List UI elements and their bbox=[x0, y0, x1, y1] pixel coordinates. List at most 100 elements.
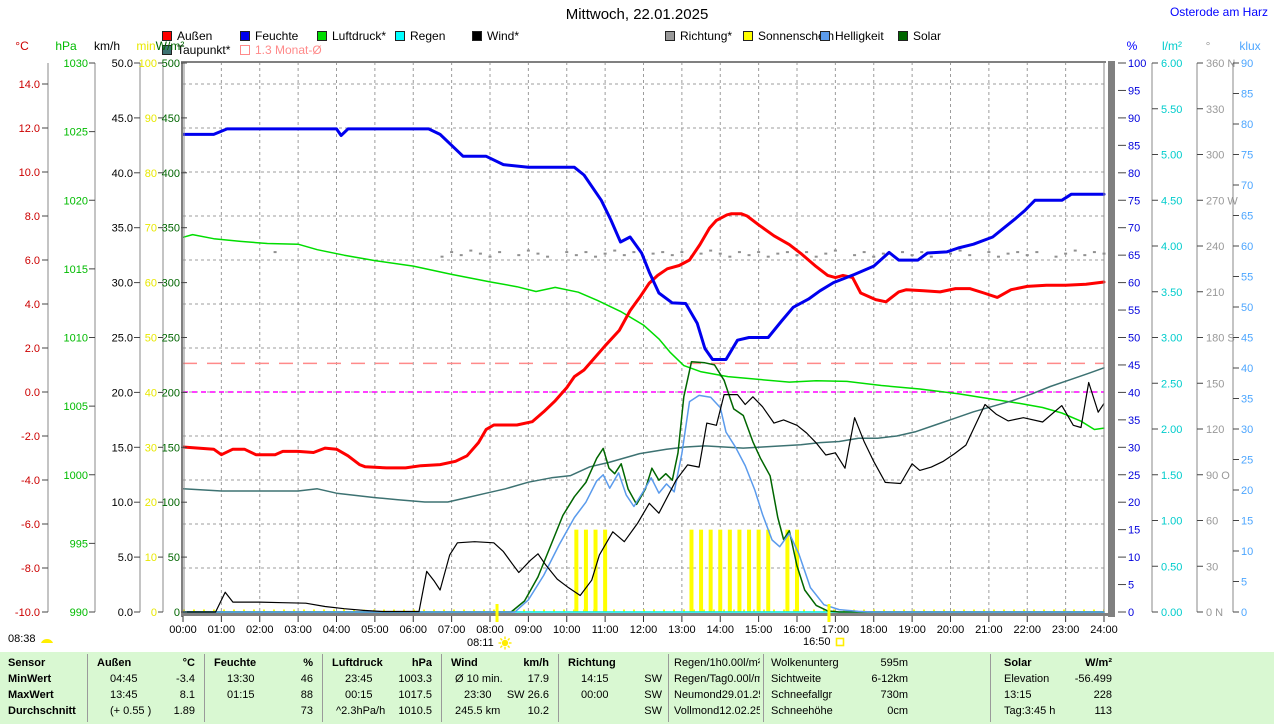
svg-text:10.0: 10.0 bbox=[112, 497, 133, 509]
series-solar bbox=[182, 360, 1105, 613]
table-row: 23:30 SW 26.6 bbox=[451, 689, 549, 705]
svg-text:180 S: 180 S bbox=[1206, 333, 1235, 345]
svg-text:1010: 1010 bbox=[64, 333, 88, 345]
table-cell-label: Tag:3:45 h bbox=[1004, 705, 1056, 717]
table-row: 13:45 8.1 bbox=[97, 689, 195, 705]
svg-text:10: 10 bbox=[145, 552, 157, 564]
legend-swatch-icon bbox=[240, 45, 250, 55]
table-cell-label: 00:00 bbox=[581, 689, 609, 701]
table-cell-value: -56.499 bbox=[1074, 673, 1112, 685]
table-cell-label: Luftdruck bbox=[332, 657, 383, 669]
svg-text:100: 100 bbox=[139, 58, 157, 70]
table-column: Außen °C 04:45 -3.4 13:45 8.1 (+ 0.55 ) 1.89 bbox=[87, 652, 204, 724]
table-separator bbox=[322, 654, 323, 722]
table-row: 00:00 SW bbox=[568, 689, 662, 705]
svg-text:-4.0: -4.0 bbox=[21, 475, 40, 487]
table-cell-label: Regen/Tag bbox=[674, 673, 728, 685]
svg-text:1030: 1030 bbox=[64, 58, 88, 70]
series-richtung bbox=[273, 249, 1106, 258]
svg-text:50: 50 bbox=[1241, 302, 1253, 314]
table-row: 13:15 228 bbox=[1004, 689, 1112, 705]
table-separator bbox=[87, 654, 88, 722]
svg-text:360 N: 360 N bbox=[1206, 58, 1235, 70]
svg-text:40.0: 40.0 bbox=[112, 168, 133, 180]
svg-text:270 W: 270 W bbox=[1206, 195, 1238, 207]
svg-text:25: 25 bbox=[1128, 470, 1140, 482]
svg-text:80: 80 bbox=[1241, 119, 1253, 131]
svg-text:03:00: 03:00 bbox=[284, 624, 312, 636]
svg-text:45: 45 bbox=[1128, 360, 1140, 372]
legend-item-label: Taupunkt* bbox=[177, 43, 231, 57]
series-aussen bbox=[181, 212, 1106, 470]
table-cell-label: 14:15 bbox=[581, 673, 609, 685]
table-separator bbox=[763, 654, 764, 722]
svg-text:990: 990 bbox=[70, 607, 88, 619]
svg-text:50.0: 50.0 bbox=[112, 58, 133, 70]
table-cell-value: 228 bbox=[1093, 689, 1112, 701]
table-cell-value: 29.01.25 bbox=[721, 689, 760, 701]
legend-swatch-icon bbox=[743, 31, 753, 41]
svg-text:100: 100 bbox=[162, 497, 180, 509]
svg-text:1020: 1020 bbox=[64, 195, 88, 207]
svg-text:25: 25 bbox=[1241, 455, 1253, 467]
table-row: Sichtweite 6-12km bbox=[771, 673, 908, 689]
svg-text:30: 30 bbox=[1241, 424, 1253, 436]
sun-markers bbox=[495, 604, 831, 622]
table-cell-label: (+ 0.55 ) bbox=[110, 705, 152, 717]
svg-text:35.0: 35.0 bbox=[112, 223, 133, 235]
svg-text:40: 40 bbox=[1128, 387, 1140, 399]
svg-text:05:00: 05:00 bbox=[361, 624, 389, 636]
svg-text:1000: 1000 bbox=[64, 470, 88, 482]
table-cell-label: Durchschnitt bbox=[8, 705, 76, 717]
table-cell-label: 13:45 bbox=[110, 689, 138, 701]
legend-item: 1.3 Monat-Ø bbox=[240, 43, 322, 57]
svg-text:85: 85 bbox=[1241, 89, 1253, 101]
table-row: Ø 10 min. 17.9 bbox=[451, 673, 549, 689]
svg-text:45.0: 45.0 bbox=[112, 113, 133, 125]
svg-text:1025: 1025 bbox=[64, 127, 88, 139]
svg-text:3.00: 3.00 bbox=[1161, 333, 1182, 345]
svg-text:75: 75 bbox=[1241, 150, 1253, 162]
svg-text:60: 60 bbox=[1206, 516, 1218, 528]
svg-text:300: 300 bbox=[1206, 150, 1224, 162]
table-separator bbox=[204, 654, 205, 722]
svg-text:0 N: 0 N bbox=[1206, 607, 1223, 619]
table-row: 00:15 1017.5 bbox=[332, 689, 432, 705]
table-cell-label: 13:15 bbox=[1004, 689, 1032, 701]
svg-text:02:00: 02:00 bbox=[246, 624, 274, 636]
svg-text:10:00: 10:00 bbox=[553, 624, 581, 636]
legend-swatch-icon bbox=[898, 31, 908, 41]
svg-text:1005: 1005 bbox=[64, 401, 88, 413]
table-cell-label: Solar bbox=[1004, 657, 1032, 669]
table-cell-label: MinWert bbox=[8, 673, 52, 685]
svg-text:20: 20 bbox=[1241, 485, 1253, 497]
table-column: Richtung 14:15 SW 00:00 SW SW bbox=[558, 652, 668, 724]
table-cell-value: 0.00l/m² bbox=[727, 673, 760, 685]
legend-item-label: Solar bbox=[913, 29, 942, 43]
svg-text:30.0: 30.0 bbox=[112, 278, 133, 290]
weather-chart: 14.0 12.0 10.0 8.0 6.0 4.0 2.0 0.0 -2.0 -4.0 -6.0 -… bbox=[15, 39, 1261, 636]
plot-frame bbox=[181, 61, 1115, 617]
table-cell-value: SW bbox=[644, 705, 662, 717]
svg-text:50: 50 bbox=[168, 552, 180, 564]
svg-text:16:00: 16:00 bbox=[783, 624, 811, 636]
svg-text:-8.0: -8.0 bbox=[21, 563, 40, 575]
table-column: Luftdruck hPa 23:45 1003.3 00:15 1017.5 ^2.3hP… bbox=[322, 652, 441, 724]
svg-text:km/h: km/h bbox=[94, 39, 120, 53]
moonrise-time: 08:38 bbox=[8, 633, 36, 645]
table-row: SW bbox=[568, 705, 662, 721]
sunshine-bars bbox=[574, 529, 799, 612]
svg-text:20.0: 20.0 bbox=[112, 387, 133, 399]
table-column: Regen/1h0.00l/m²Regen/Tag0.00l/m²Neumond… bbox=[668, 652, 763, 724]
legend-item-label: Richtung* bbox=[680, 29, 733, 43]
legend-item-label: Regen bbox=[410, 29, 446, 43]
svg-text:5.00: 5.00 bbox=[1161, 150, 1182, 162]
legend-item-label: Wind* bbox=[487, 29, 520, 43]
reference-lines bbox=[183, 362, 1104, 612]
svg-text:100: 100 bbox=[1128, 58, 1146, 70]
moon-icon bbox=[40, 639, 53, 643]
table-cell-value: °C bbox=[182, 657, 195, 669]
table-cell-label: Neumond bbox=[674, 689, 722, 701]
table-cell-label: 01:15 bbox=[227, 689, 255, 701]
